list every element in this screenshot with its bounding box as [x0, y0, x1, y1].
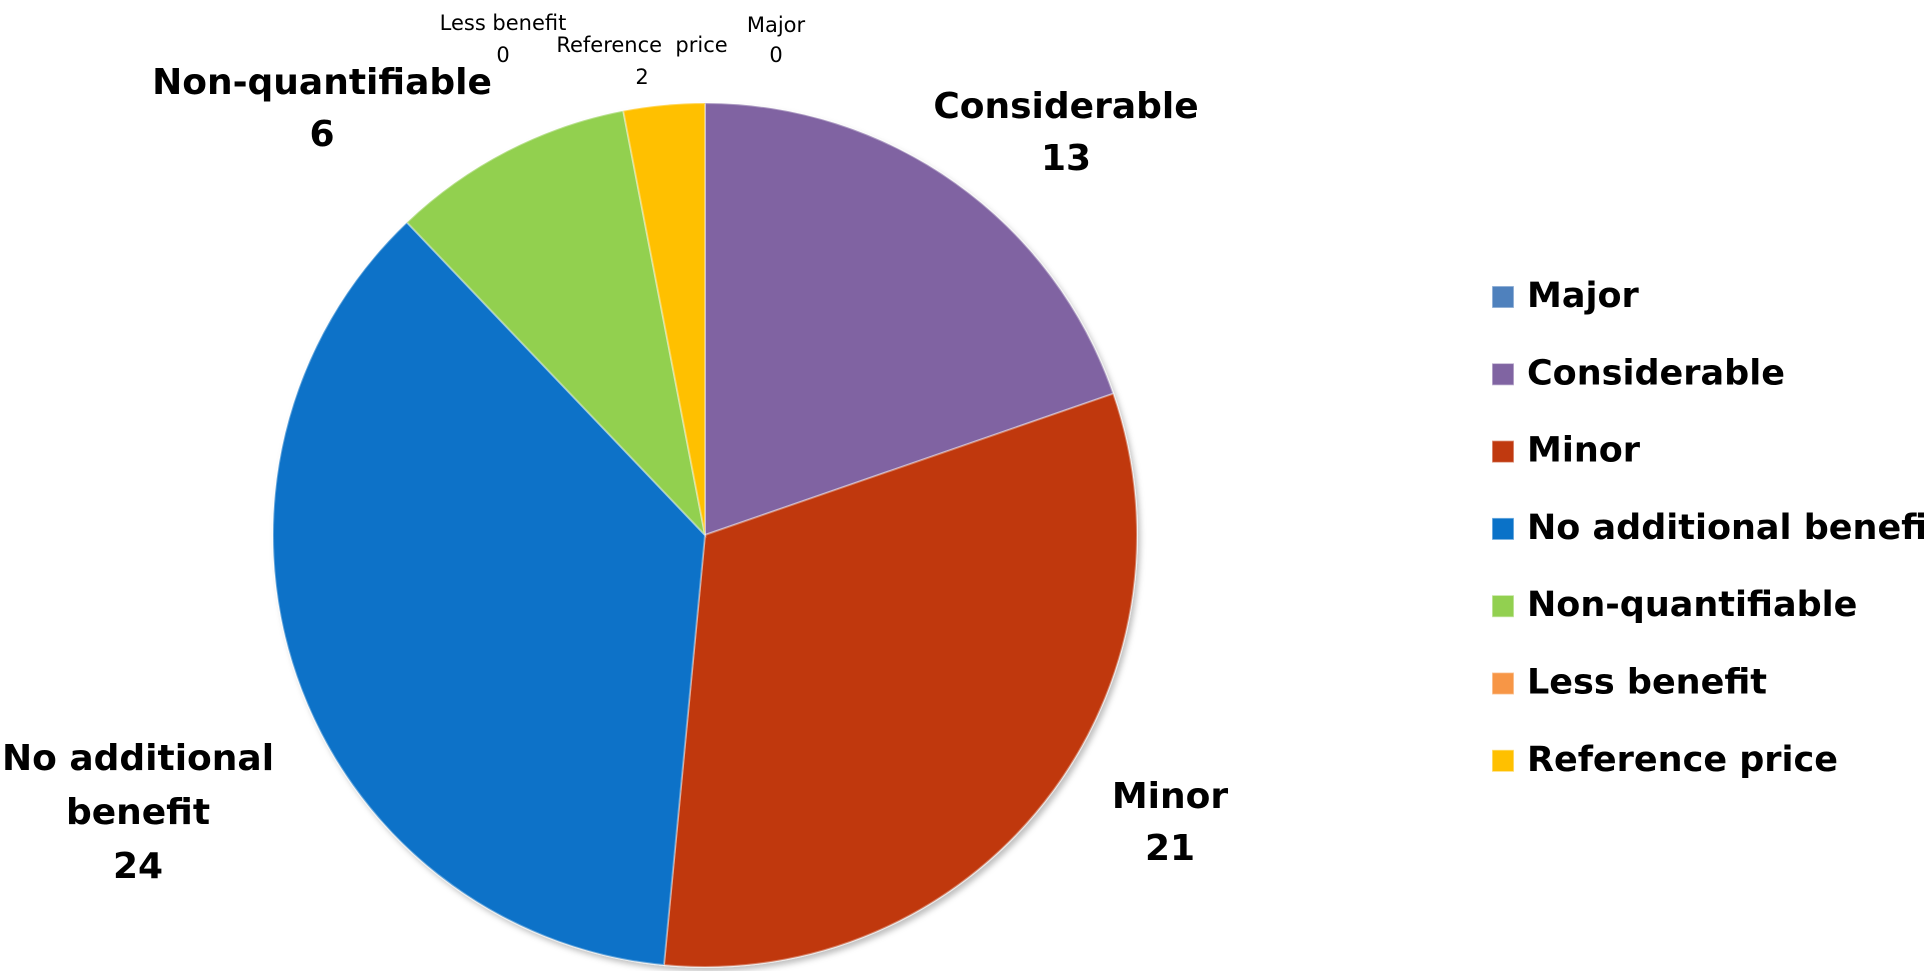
pie-slices — [272, 101, 1138, 968]
data-label-line: Non-quantifiable — [152, 62, 492, 103]
legend-swatch-no-additional-benefit — [1491, 517, 1515, 541]
pie-slice-reference-price — [622, 101, 706, 536]
legend-label-major: Major — [1527, 276, 1639, 316]
data-label-line: 2 — [635, 65, 648, 89]
data-label-major: Major 0 — [747, 13, 806, 67]
legend-swatch-non-quantifiable — [1491, 594, 1515, 618]
pie-slice-considerable — [704, 101, 1115, 537]
legend-swatch-reference-price — [1491, 749, 1515, 773]
pie-slice-no-additional-benefit — [272, 220, 707, 967]
pie-slice-non-quantifiable — [405, 109, 707, 539]
data-label-line: Major — [747, 13, 806, 37]
legend-swatch-considerable — [1491, 362, 1515, 387]
legend-label-non-quantifiable: Non-quantifiable — [1527, 585, 1857, 625]
data-label-line: 0 — [496, 43, 509, 67]
pie-slice-minor — [662, 392, 1138, 968]
data-label-line: No additional — [2, 738, 274, 779]
data-label-line: benefit — [66, 792, 210, 833]
pie-data-labels: Major 0 Considerable 13 Minor 21 No additional… — [2, 11, 1228, 887]
data-label-no-additional-benefit: No additional benefit 24 — [2, 738, 274, 887]
data-label-line: Minor — [1112, 776, 1229, 817]
legend-label-no-additional-benefit: No additional benefit — [1527, 508, 1924, 548]
data-label-line: Reference price — [556, 33, 727, 57]
legend-label-considerable: Considerable — [1527, 353, 1785, 393]
data-label-line: 6 — [309, 114, 334, 155]
data-label-non-quantifiable: Non-quantifiable 6 — [152, 62, 492, 155]
legend-label-less-benefit: Less benefit — [1527, 663, 1767, 703]
data-label-line: Less benefit — [440, 11, 567, 35]
legend-swatch-less-benefit — [1491, 671, 1515, 696]
data-label-less-benefit: Less benefit 0 — [440, 11, 567, 67]
data-label-minor: Minor 21 — [1112, 776, 1229, 869]
data-label-line: 24 — [113, 846, 163, 887]
legend-swatch-minor — [1491, 439, 1515, 464]
data-label-line: 0 — [769, 43, 782, 67]
data-label-considerable: Considerable 13 — [933, 86, 1198, 179]
legend-label-reference-price: Reference price — [1527, 740, 1838, 780]
legend-swatch-major — [1491, 285, 1515, 309]
data-label-line: 21 — [1145, 828, 1195, 869]
data-label-reference-price: Reference price 2 — [556, 33, 727, 89]
data-label-line: Considerable — [933, 86, 1198, 127]
legend-label-minor: Minor — [1527, 431, 1641, 471]
data-label-line: 13 — [1041, 138, 1091, 179]
chart-legend: Major Considerable Minor No additional bene… — [1491, 276, 1924, 780]
